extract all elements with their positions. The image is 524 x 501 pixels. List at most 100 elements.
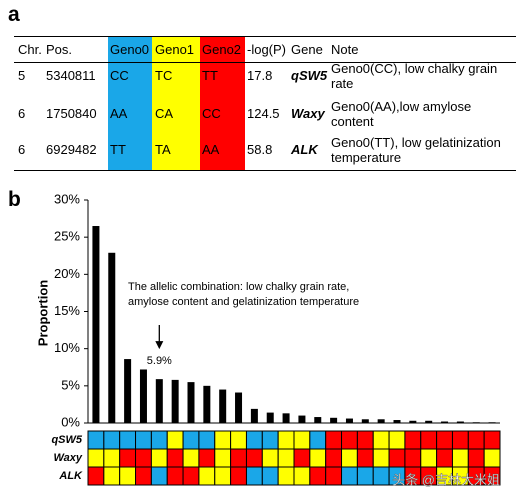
y-tick-label: 5%: [61, 377, 80, 392]
genotype-cell: [166, 448, 184, 468]
table-cell: 58.8: [247, 142, 273, 157]
bar: [235, 392, 243, 423]
bar: [441, 421, 449, 423]
genotype-cell: [436, 430, 453, 450]
genotype-cell: [451, 448, 469, 468]
bar: [425, 420, 433, 423]
genotype-cell: [214, 466, 232, 486]
bar: [298, 415, 306, 423]
genotype-cell: [103, 466, 121, 486]
genotype-cell: [166, 430, 184, 450]
genotype-cell: [150, 430, 168, 450]
genotype-cell: [261, 430, 279, 450]
table-cell: Waxy: [291, 106, 325, 121]
genotype-cell: [182, 466, 200, 486]
genotype-cell: [420, 448, 438, 468]
genotype-cell: [467, 430, 485, 450]
genotype-cell: [309, 448, 327, 468]
y-tick-label: 10%: [54, 340, 80, 355]
genotype-cell: [135, 430, 152, 450]
table-cell: 5: [18, 68, 26, 83]
table-cell: CC: [202, 106, 221, 121]
rule: [14, 62, 516, 63]
geno-column: [200, 37, 245, 170]
genotype-cell: [388, 430, 406, 450]
genotype-cell: [451, 430, 469, 450]
row-label: qSW5: [51, 434, 82, 446]
arrow-head: [155, 341, 164, 350]
genotype-cell: [467, 448, 485, 468]
genotype-cell: [356, 430, 374, 450]
genotype-cell: [388, 448, 406, 468]
genotype-cell: [277, 448, 295, 468]
table-cell: Gene: [291, 42, 323, 57]
bar: [250, 408, 258, 423]
genotype-cell: [261, 448, 279, 468]
bar: [472, 422, 480, 423]
genotype-cell: [404, 448, 422, 468]
table-cell: Geno2: [202, 42, 242, 57]
table-cell: TT: [110, 142, 126, 157]
bar: [203, 385, 211, 423]
table-cell: 1750840: [46, 106, 97, 121]
genotype-cell: [325, 448, 343, 468]
genotype-cell: [372, 448, 390, 468]
genotype-cell: [420, 430, 438, 450]
table-cell: Geno0(AA),low amylose content: [331, 99, 472, 129]
rule: [14, 170, 516, 171]
y-axis-label: Proportion: [35, 280, 50, 346]
row-label: ALK: [58, 470, 83, 482]
genotype-cell: [166, 466, 184, 486]
table-cell: Geno0(CC), low chalky grain rate: [331, 61, 498, 91]
genotype-cell: [182, 430, 200, 450]
table-cell: Geno0(TT), low gelatinization temperatur…: [331, 135, 501, 165]
genotype-cell: [135, 448, 152, 468]
annotation: The allelic combination: low chalky grai…: [128, 281, 349, 293]
panel-label: b: [8, 188, 21, 211]
table: Chr. Pos. Geno0 Geno1 Geno2 -log(P) Gene Note 5 5…: [0, 0, 524, 180]
genotype-cell: [103, 448, 121, 468]
bar: [171, 379, 179, 423]
table-cell: TC: [155, 68, 173, 83]
table-cell: 124.5: [247, 106, 280, 121]
bar: [393, 420, 401, 423]
y-tick-label: 25%: [54, 229, 80, 244]
bar: [219, 389, 227, 423]
genotype-cell: [150, 448, 168, 468]
table-cell: qSW5: [291, 68, 328, 83]
bar: [124, 359, 132, 423]
table-cell: -log(P): [247, 42, 287, 57]
table-cell: ALK: [291, 142, 318, 157]
bar: [345, 418, 353, 423]
genotype-cell: [119, 430, 137, 450]
genotype-cell: [135, 466, 152, 486]
table-cell: 17.8: [247, 68, 273, 83]
bar: [155, 379, 163, 423]
bar: [266, 412, 274, 423]
genotype-cell: [293, 466, 311, 486]
genotype-cell: [103, 430, 121, 450]
table-cell: AA: [110, 106, 128, 121]
table-cell: Geno1: [155, 42, 195, 57]
genotype-cell: [404, 430, 422, 450]
genotype-cell: [230, 466, 247, 486]
bar: [409, 420, 417, 423]
table-cell: Note: [331, 42, 359, 57]
geno-column: [108, 37, 152, 170]
genotype-cell: [87, 448, 105, 468]
table-cell: 6: [18, 106, 26, 121]
bar: [361, 419, 369, 423]
genotype-cell: [150, 466, 168, 486]
genotype-cell: [245, 448, 263, 468]
table-cell: CA: [155, 106, 174, 121]
genotype-cell: [245, 430, 263, 450]
bar: [108, 252, 116, 423]
y-tick-label: 30%: [54, 191, 80, 206]
y-tick-label: 15%: [54, 303, 80, 318]
genotype-cell: [245, 466, 263, 486]
genotype-cell: [341, 430, 358, 450]
y-tick-label: 20%: [54, 266, 80, 281]
genotype-cell: [483, 430, 501, 450]
genotype-cell: [372, 430, 390, 450]
